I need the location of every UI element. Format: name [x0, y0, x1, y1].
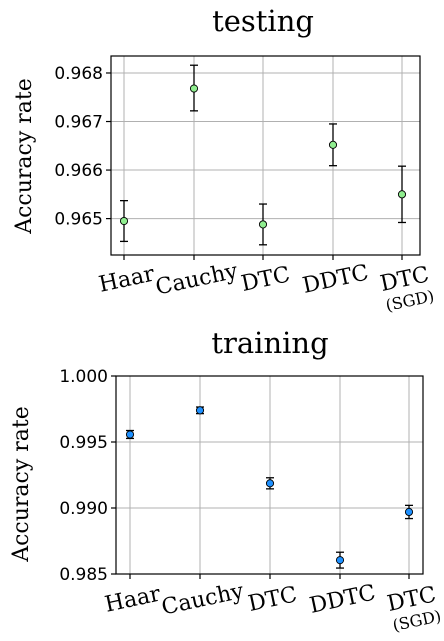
data-point — [258, 220, 268, 229]
y-tick-label: 0.967 — [54, 113, 103, 133]
data-point — [328, 140, 338, 149]
chart-title: training — [211, 326, 328, 360]
data-point — [195, 406, 205, 415]
x-tick-label: Haar — [103, 582, 163, 618]
data-point — [404, 507, 414, 517]
y-axis-label: Accuracy rate — [9, 406, 34, 563]
x-tick-label: Haar — [97, 262, 157, 298]
x-tick-label: Cauchy — [159, 579, 246, 621]
data-point — [125, 430, 135, 439]
y-tick-label: 0.990 — [59, 499, 108, 519]
x-tick-label: DTC — [239, 262, 292, 297]
data-point — [189, 84, 199, 93]
x-tick-label: DTC — [246, 582, 299, 617]
x-tick-label: DDTC — [307, 580, 378, 618]
x-tick-label: Cauchy — [153, 259, 240, 301]
axes-frame — [115, 375, 424, 575]
data-point — [397, 190, 407, 199]
data-point — [335, 556, 345, 565]
chart-title: testing — [212, 4, 314, 38]
data-point — [265, 479, 275, 488]
y-axis-label: Accuracy rate — [12, 78, 37, 235]
x-tick-label: DDTC — [300, 260, 371, 298]
testing-panel: testing Accuracy rate 0.965 0.966 0.967 0.9… — [12, 4, 436, 315]
training-panel: training Accuracy rate 0.985 0.990 0.995 1.… — [9, 326, 443, 635]
y-tick-label: 0.968 — [54, 64, 103, 84]
y-tick-label: 1.000 — [59, 367, 108, 387]
y-tick-label: 0.995 — [59, 433, 108, 453]
data-point — [119, 216, 129, 226]
y-tick-label: 0.965 — [54, 210, 103, 230]
y-tick-label: 0.985 — [59, 565, 108, 585]
axes-frame — [110, 55, 421, 256]
y-tick-label: 0.966 — [54, 161, 103, 181]
